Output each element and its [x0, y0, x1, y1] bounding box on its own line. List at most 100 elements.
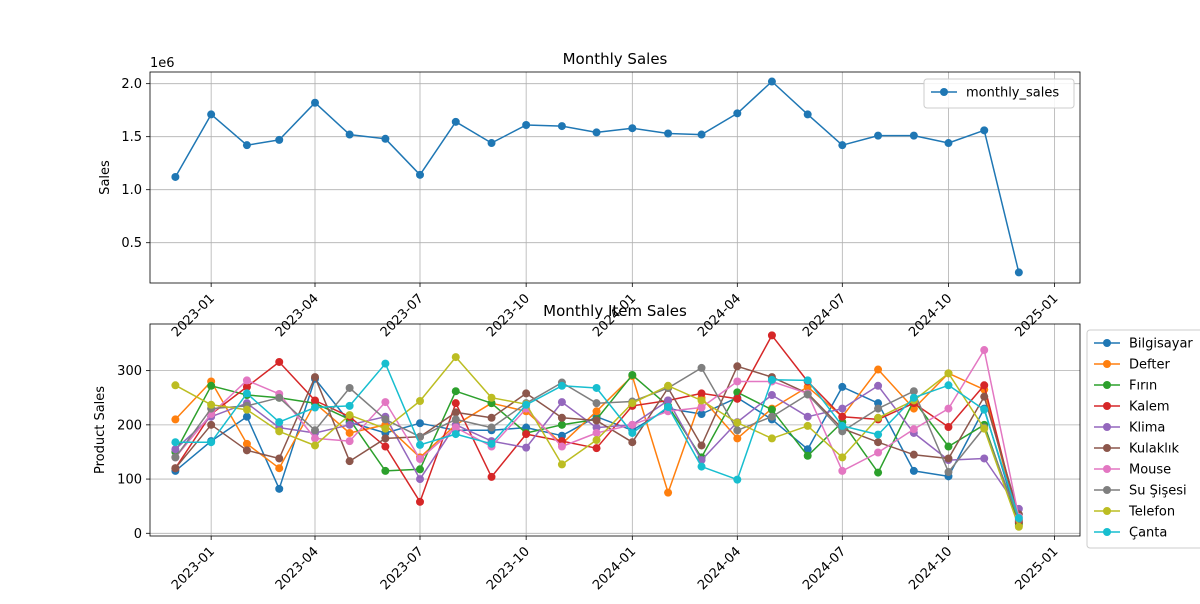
- data-point: [944, 381, 953, 390]
- x-tick-label: 2024-10: [906, 544, 955, 593]
- data-point: [874, 365, 883, 374]
- series-line-sales-0: [174, 80, 1020, 273]
- data-point: [487, 472, 496, 481]
- legend-swatch-marker: [940, 88, 948, 96]
- x-tick-label: 2023-10: [484, 544, 533, 593]
- data-point: [207, 381, 216, 390]
- data-point: [381, 134, 390, 143]
- legend-swatch-marker: [1103, 465, 1111, 473]
- data-point: [874, 413, 883, 422]
- data-point: [345, 420, 354, 429]
- data-point: [207, 400, 216, 409]
- data-point: [980, 392, 989, 401]
- data-point: [838, 412, 847, 421]
- data-point: [275, 454, 284, 463]
- data-point: [664, 381, 673, 390]
- x-tick-label: 2023-07: [378, 291, 427, 340]
- data-point: [1014, 268, 1023, 277]
- y-tick-label: 1.5: [121, 130, 142, 145]
- data-point: [557, 460, 566, 469]
- data-point: [381, 424, 390, 433]
- data-point: [697, 410, 706, 419]
- data-point: [733, 434, 742, 443]
- data-point: [909, 387, 918, 396]
- y-tick-label: 1.0: [121, 183, 142, 198]
- data-point: [803, 445, 812, 454]
- data-point: [944, 468, 953, 477]
- data-point: [733, 426, 742, 435]
- data-point: [381, 442, 390, 451]
- data-point: [909, 450, 918, 459]
- data-point: [944, 139, 953, 148]
- data-point: [803, 451, 812, 460]
- data-point: [275, 418, 284, 427]
- data-point: [242, 446, 251, 455]
- data-point: [838, 141, 847, 150]
- x-tick-label: 2024-10: [906, 291, 955, 340]
- legend-swatch-marker: [1103, 339, 1111, 347]
- data-point: [767, 434, 776, 443]
- data-point: [171, 445, 180, 454]
- y-tick-label: 2.0: [121, 77, 142, 92]
- data-point: [345, 437, 354, 446]
- data-point: [416, 475, 424, 484]
- data-point: [697, 462, 706, 471]
- legend-label: Kalem: [1129, 400, 1170, 415]
- legend-swatch-marker: [1103, 360, 1111, 368]
- data-point: [733, 394, 742, 403]
- data-point: [980, 454, 989, 463]
- data-point: [207, 110, 216, 119]
- data-point: [733, 377, 742, 386]
- data-point: [311, 441, 319, 450]
- x-tick-label: 2023-10: [484, 291, 533, 340]
- y-tick-label: 300: [117, 364, 142, 379]
- data-point: [311, 434, 319, 443]
- data-point: [275, 484, 284, 493]
- data-point: [697, 403, 706, 412]
- data-point: [275, 427, 284, 436]
- data-point: [416, 455, 424, 464]
- data-point: [416, 419, 424, 428]
- data-point: [980, 346, 989, 355]
- data-point: [767, 375, 776, 384]
- data-point: [697, 363, 706, 372]
- data-point: [697, 389, 706, 398]
- legend-label: Telefon: [1128, 505, 1175, 520]
- data-point: [451, 353, 460, 362]
- data-point: [944, 423, 953, 432]
- x-tick-label: 2023-01: [169, 291, 218, 340]
- x-tick-label: 2025-01: [1012, 291, 1061, 340]
- data-point: [664, 129, 673, 138]
- legend-label: Mouse: [1129, 463, 1171, 478]
- data-point: [171, 464, 180, 473]
- legend-label: Çanta: [1129, 526, 1167, 541]
- data-point: [487, 423, 496, 432]
- data-point: [451, 387, 460, 396]
- x-tick-label: 2024-07: [800, 291, 849, 340]
- data-point: [345, 401, 354, 410]
- data-point: [171, 415, 180, 424]
- data-point: [557, 413, 566, 422]
- data-point: [874, 381, 883, 390]
- data-point: [381, 359, 390, 368]
- data-point: [803, 376, 812, 385]
- data-point: [733, 362, 742, 371]
- data-point: [345, 383, 354, 392]
- data-point: [767, 412, 776, 421]
- legend-swatch-marker: [1103, 381, 1111, 389]
- data-point: [451, 408, 460, 417]
- data-point: [838, 466, 847, 475]
- data-point: [838, 421, 847, 430]
- data-point: [944, 404, 953, 413]
- data-point: [522, 400, 531, 409]
- legend-swatch-marker: [1103, 528, 1111, 536]
- data-point: [628, 399, 637, 408]
- legend-label: Bilgisayar: [1129, 337, 1193, 352]
- y-axis-label: Sales: [98, 160, 113, 195]
- data-point: [522, 121, 531, 130]
- data-point: [944, 442, 953, 451]
- data-point: [838, 382, 847, 391]
- data-point: [697, 130, 706, 139]
- data-point: [451, 423, 460, 432]
